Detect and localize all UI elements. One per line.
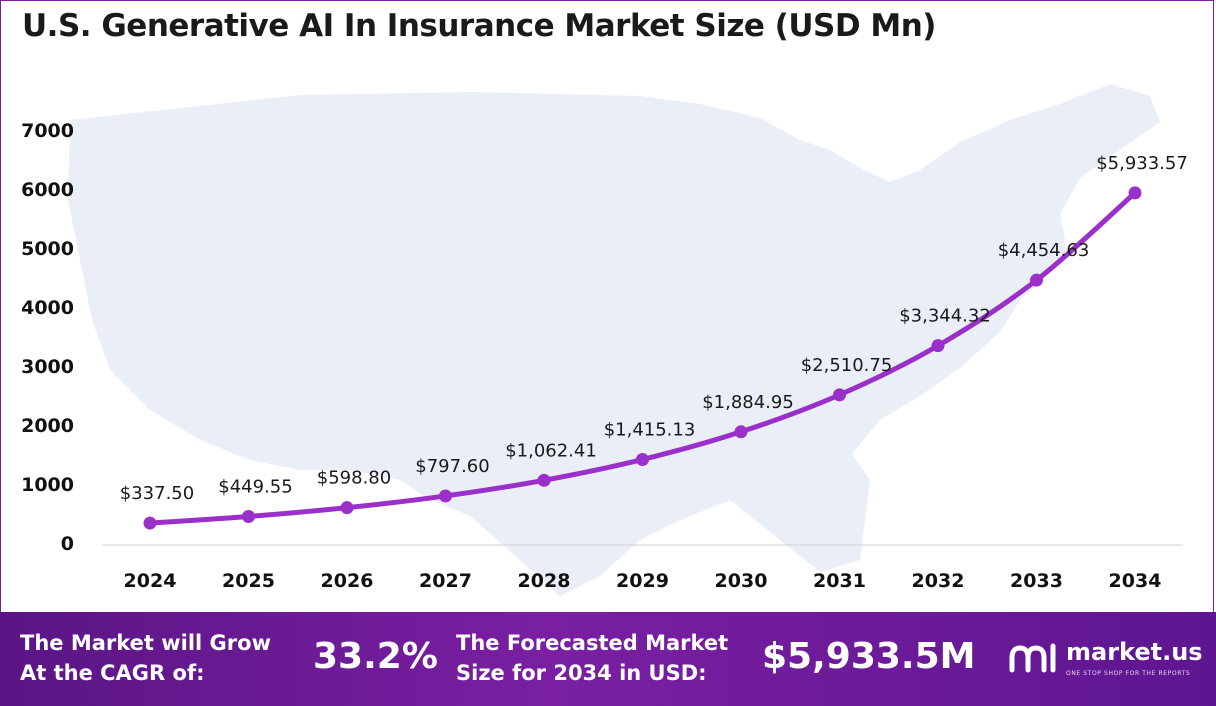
forecast-label-line1: The Forecasted Market (456, 631, 729, 655)
footer-banner: The Market will Grow At the CAGR of: 33.… (0, 612, 1216, 706)
forecast-label: The Forecasted Market Size for 2034 in U… (456, 628, 728, 688)
data-label: $1,884.95 (702, 392, 794, 413)
x-tick-label: 2030 (715, 570, 768, 592)
data-label: $1,415.13 (604, 420, 696, 441)
y-tick-label: 7000 (21, 120, 74, 142)
y-tick-label: 0 (61, 533, 74, 555)
cagr-label-line1: The Market will Grow (20, 631, 271, 655)
x-axis-ticks: 2024 2025 2026 2027 2028 2029 2030 2031 2032 2033… (124, 570, 1162, 592)
y-tick-label: 2000 (21, 415, 74, 437)
x-tick-label: 2024 (124, 570, 177, 592)
data-label: $3,344.32 (899, 306, 991, 327)
y-tick-label: 3000 (21, 356, 74, 378)
x-tick-label: 2031 (813, 570, 866, 592)
y-axis-ticks: 0 1000 2000 3000 4000 5000 6000 7000 (21, 120, 74, 555)
data-label: $598.80 (317, 468, 391, 489)
forecast-value: $5,933.5M (762, 636, 976, 677)
us-map-background (68, 84, 1160, 596)
x-tick-label: 2025 (222, 570, 275, 592)
data-label: $5,933.57 (1096, 153, 1188, 174)
data-point (242, 509, 255, 523)
us-map-shape (68, 84, 1160, 596)
y-tick-label: 4000 (21, 297, 74, 319)
data-point (439, 489, 452, 503)
x-tick-label: 2029 (616, 570, 669, 592)
series-layer (143, 186, 1142, 530)
market-us-logo-icon (1009, 643, 1056, 673)
data-point (833, 388, 846, 402)
x-tick-label: 2026 (321, 570, 374, 592)
x-tick-label: 2027 (419, 570, 472, 592)
cagr-label: The Market will Grow At the CAGR of: (20, 628, 271, 688)
logo-name: market.us (1066, 638, 1203, 666)
data-point (537, 473, 551, 487)
data-point (1030, 273, 1043, 287)
x-tick-label: 2032 (912, 570, 965, 592)
data-label: $4,454.63 (998, 240, 1090, 261)
data-point (734, 425, 748, 439)
x-tick-label: 2034 (1109, 570, 1162, 592)
data-point (931, 339, 945, 353)
forecast-label-line2: Size for 2034 in USD: (456, 661, 707, 685)
data-labels: $337.50 $449.55 $598.80 $797.60 $1,062.41 $1,… (120, 153, 1188, 504)
market-us-logo[interactable]: market.us ONE STOP SHOP FOR THE REPORTS (1006, 634, 1216, 684)
data-label: $1,062.41 (505, 440, 597, 461)
data-label: $797.60 (415, 456, 489, 477)
x-tick-label: 2028 (518, 570, 571, 592)
logo-tagline: ONE STOP SHOP FOR THE REPORTS (1066, 670, 1191, 677)
y-tick-label: 1000 (21, 474, 74, 496)
data-label: $449.55 (218, 476, 292, 497)
series-line (147, 190, 1138, 526)
data-label: $2,510.75 (801, 355, 893, 376)
cagr-value: 33.2% (313, 636, 438, 677)
data-point (636, 453, 649, 467)
data-point (340, 501, 354, 515)
data-point (1128, 186, 1142, 200)
y-tick-label: 6000 (21, 179, 74, 201)
y-tick-label: 5000 (21, 238, 74, 260)
cagr-label-line2: At the CAGR of: (20, 661, 205, 685)
data-label: $337.50 (120, 483, 194, 504)
data-point (143, 516, 157, 530)
chart-title: U.S. Generative AI In Insurance Market S… (22, 8, 936, 44)
x-tick-label: 2033 (1010, 570, 1063, 592)
